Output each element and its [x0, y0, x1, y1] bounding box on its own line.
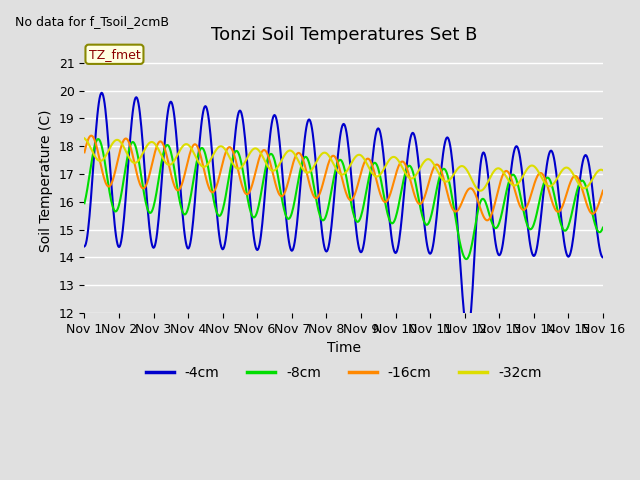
Text: TZ_fmet: TZ_fmet — [88, 48, 140, 61]
X-axis label: Time: Time — [326, 341, 361, 355]
Y-axis label: Soil Temperature (C): Soil Temperature (C) — [39, 110, 53, 252]
Text: No data for f_Tsoil_2cmB: No data for f_Tsoil_2cmB — [15, 15, 169, 28]
Title: Tonzi Soil Temperatures Set B: Tonzi Soil Temperatures Set B — [211, 26, 477, 45]
Legend: -4cm, -8cm, -16cm, -32cm: -4cm, -8cm, -16cm, -32cm — [140, 360, 547, 385]
